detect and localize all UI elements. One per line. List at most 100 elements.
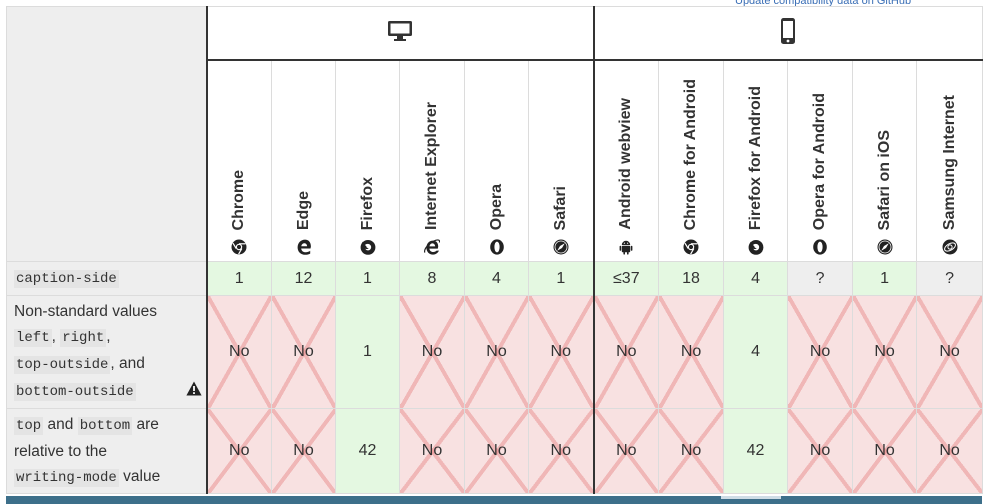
feature-text: value [123,467,161,485]
browser-label: Firefox for Android [746,85,764,230]
support-cell[interactable]: No [852,295,918,409]
browser-header-chrome-for-android: Chrome for Android [658,59,725,262]
feature-writing-mode-relative: top and bottom are relative to the writi… [6,408,208,494]
feature-code: top-outside [14,356,111,374]
support-cell[interactable]: ? [916,261,984,296]
support-cell[interactable]: 42 [723,408,789,494]
support-cell[interactable]: No [399,295,465,409]
support-cell[interactable]: No [464,408,529,494]
feature-code: writing-mode [14,468,119,487]
safari-icon [553,239,569,255]
feature-code: top [14,416,44,435]
browser-header-opera-for-android: Opera for Android [787,59,854,262]
browser-header-firefox-for-android: Firefox for Android [723,59,789,262]
support-cell[interactable]: No [852,408,918,494]
browser-header-row: Chrome Edge Firefox Internet Explorer Op… [7,59,984,262]
browser-label: Samsung Internet [940,94,958,230]
browser-compat-table: Chrome Edge Firefox Internet Explorer Op… [6,6,984,494]
support-cell[interactable]: No [593,295,660,409]
browser-label: Safari on iOS [875,129,893,230]
safari-icon [877,239,893,255]
support-cell[interactable]: 1 [335,295,400,409]
support-cell[interactable]: No [527,295,595,409]
support-cell[interactable]: 8 [399,261,465,296]
mobile-phone-icon [781,17,796,44]
support-cell[interactable]: No [271,408,336,494]
opera-icon [813,239,827,255]
support-cell[interactable]: No [206,408,272,494]
internet-explorer-icon [424,239,440,255]
support-cell[interactable]: 4 [723,261,789,296]
feature-code: left [14,329,52,347]
feature-code: bottom [77,416,133,435]
warning-triangle-icon[interactable] [185,381,202,396]
browser-header-safari: Safari [527,59,595,262]
bottom-bar [6,496,982,504]
support-cell[interactable]: ? [787,261,854,296]
browser-label: Internet Explorer [423,101,440,230]
browser-header-android-webview: Android webview [593,59,660,262]
support-cell[interactable]: No [206,295,272,409]
browser-header-opera: Opera [464,59,529,262]
support-cell[interactable]: 1 [206,261,272,296]
browser-header-edge: Edge [271,59,336,262]
browser-header-safari-on-ios: Safari on iOS [852,59,918,262]
chrome-icon [231,239,247,255]
update-data-link[interactable]: Update compatibility data on GitHub [735,0,912,6]
browser-label: Chrome [230,169,248,230]
table-corner [6,6,208,262]
feature-caption-side: caption-side [6,261,208,296]
support-cell[interactable]: No [527,408,595,494]
browser-label: Android webview [617,98,635,230]
feature-code: bottom-outside [14,383,136,401]
support-cell[interactable]: 4 [464,261,529,296]
support-cell[interactable]: 18 [658,261,725,296]
support-cell[interactable]: 12 [271,261,336,296]
feature-text: , and [110,355,145,372]
table-row: caption-side 1 12 1 8 4 1 ≤37 18 4 ? 1 ? [6,261,984,296]
support-cell[interactable]: 42 [335,408,400,494]
android-icon [619,240,633,255]
feature-code: right [60,329,107,347]
feature-non-standard-values: Non-standard values left, right, top-out… [6,295,208,409]
browser-label: Safari [551,185,569,230]
support-cell[interactable]: No [658,408,725,494]
browser-label: Chrome for Android [682,78,700,230]
feature-text: , [51,328,56,345]
edge-icon [297,239,311,255]
support-cell[interactable]: No [271,295,336,409]
feature-text: , [106,328,111,345]
support-cell[interactable]: ≤37 [593,261,660,296]
feature-text: are [136,415,159,433]
browser-header-internet-explorer: Internet Explorer [399,59,465,262]
feature-text: and [47,415,74,433]
support-cell[interactable]: No [787,408,854,494]
browser-label: Opera [487,183,505,230]
chrome-icon [683,239,699,255]
support-cell[interactable]: No [399,408,465,494]
table-row: top and bottom are relative to the writi… [6,408,984,494]
support-cell[interactable]: 4 [723,295,789,409]
support-cell[interactable]: No [464,295,529,409]
support-cell[interactable]: No [658,295,725,409]
bottom-bar-highlight [721,496,781,499]
platform-mobile [593,6,984,61]
support-cell[interactable]: 1 [527,261,595,296]
support-cell[interactable]: 1 [852,261,918,296]
support-cell[interactable]: No [787,295,854,409]
support-cell[interactable]: No [916,295,984,409]
feature-code: caption-side [14,270,119,288]
browser-label: Opera for Android [811,92,829,230]
browser-header-firefox: Firefox [335,59,400,262]
firefox-icon [360,240,375,255]
browser-label: Firefox [358,176,376,230]
table-row: Non-standard values left, right, top-out… [6,295,984,409]
firefox-icon [748,240,763,255]
support-cell[interactable]: No [916,408,984,494]
support-cell[interactable]: No [593,408,660,494]
browser-header-chrome: Chrome [206,59,272,262]
opera-icon [489,239,504,255]
platform-header-row [6,6,984,262]
support-cell[interactable]: 1 [335,261,400,296]
feature-text: relative to the [14,442,108,460]
